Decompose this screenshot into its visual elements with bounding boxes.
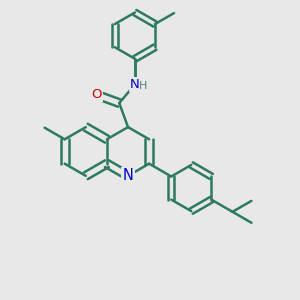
Text: N: N xyxy=(130,78,140,91)
Text: O: O xyxy=(91,88,102,101)
Text: H: H xyxy=(139,81,147,91)
Text: N: N xyxy=(123,168,134,183)
